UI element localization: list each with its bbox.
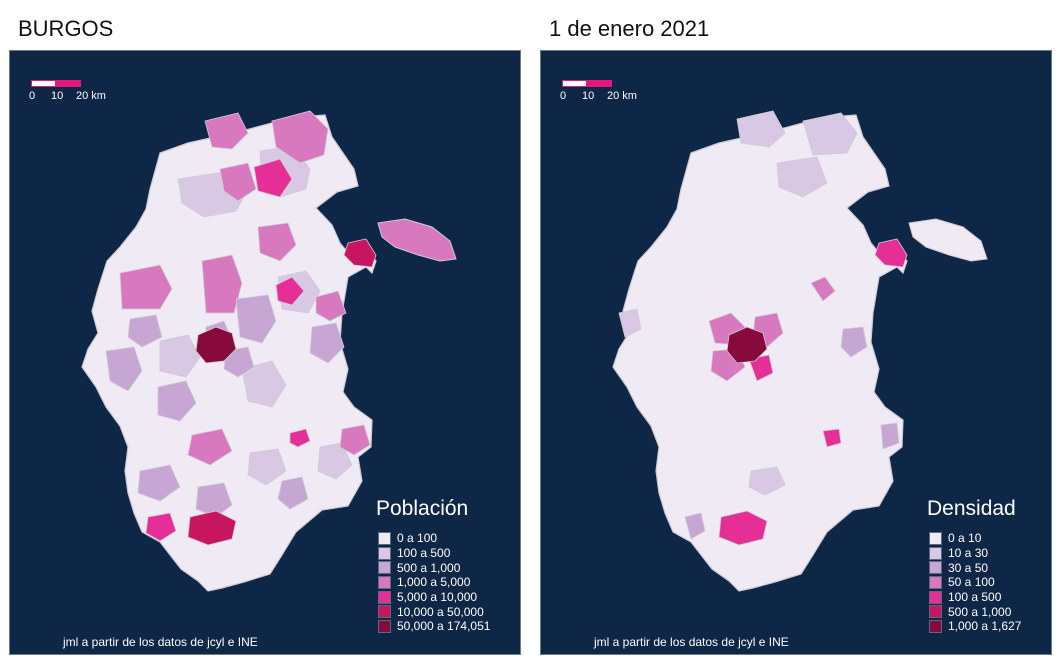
legend-item: 1,000 a 5,000 (378, 575, 490, 590)
left-map-title: BURGOS (18, 16, 114, 41)
legend-swatch (378, 590, 391, 604)
legend-swatch (929, 590, 942, 604)
right-map-title: 1 de enero 2021 (549, 16, 710, 41)
scale-label-end: 20 km (76, 90, 106, 102)
legend-label: 10 a 30 (948, 546, 989, 561)
legend-item: 0 a 100 (378, 531, 490, 546)
scale-segment-pink (587, 80, 612, 87)
burgos-city-region (195, 326, 237, 364)
miranda-region (874, 238, 908, 268)
density-legend: Densidad 0 a 10 10 a 30 30 a 50 50 a 100… (927, 497, 1021, 634)
miranda-region (343, 238, 377, 268)
briviesca-region (810, 276, 836, 302)
scale-label-zero: 0 (29, 90, 36, 102)
legend-title: Densidad (927, 497, 1016, 520)
legend-label: 5,000 a 10,000 (397, 590, 478, 605)
legend-item: 100 a 500 (929, 590, 1021, 605)
legend-label: 500 a 1,000 (397, 560, 461, 575)
legend-label: 0 a 10 (948, 531, 982, 546)
legend-label: 10,000 a 50,000 (397, 604, 484, 619)
legend-swatch (929, 546, 942, 560)
briviesca-region (275, 276, 305, 306)
legend-item: 10,000 a 50,000 (378, 604, 490, 619)
legend-swatch (929, 605, 942, 619)
legend-item: 50 a 100 (929, 575, 1021, 590)
density-map-panel: 0 10 20 km Densidad 0 a 10 10 a 30 30 a … (540, 50, 1052, 655)
scale-label-end: 20 km (607, 90, 637, 102)
legend-item: 500 a 1,000 (929, 604, 1021, 619)
scale-segment-pink (56, 80, 81, 87)
legend-label: 30 a 50 (948, 560, 989, 575)
legend-swatch (378, 546, 391, 560)
legend-label: 100 a 500 (397, 546, 451, 561)
legend-swatch (929, 619, 942, 633)
legend-swatch (378, 619, 391, 633)
scale-segment-white (31, 80, 56, 87)
scale-segment-white (562, 80, 587, 87)
legend-title: Población (376, 497, 469, 520)
legend-swatch (929, 575, 942, 589)
legend-item: 5,000 a 10,000 (378, 590, 490, 605)
scale-label-mid: 10 (51, 90, 64, 102)
legend-item: 50,000 a 174,051 (378, 619, 490, 634)
legend-swatch (929, 531, 942, 545)
population-map (81, 110, 457, 592)
legend-swatch (378, 575, 391, 589)
legend-item: 500 a 1,000 (378, 560, 490, 575)
largest-municipalities (187, 238, 377, 546)
scale-label-zero: 0 (560, 90, 567, 102)
legend-item: 0 a 10 (929, 531, 1021, 546)
aranda-region (718, 510, 768, 546)
legend-item: 1,000 a 1,627 (929, 619, 1021, 634)
legend-swatch (378, 605, 391, 619)
legend-item: 10 a 30 (929, 546, 1021, 561)
legend-label: 500 a 1,000 (948, 604, 1012, 619)
legend-item: 30 a 50 (929, 560, 1021, 575)
legend-label: 1,000 a 5,000 (397, 575, 471, 590)
density-map (612, 110, 988, 592)
legend-label: 0 a 100 (397, 531, 438, 546)
credit-text: jml a partir de los datos de jcyl e INE (63, 635, 258, 649)
legend-label: 50 a 100 (948, 575, 995, 590)
legend-swatch (378, 531, 391, 545)
scale-bar: 0 10 20 km (29, 80, 106, 102)
legend-label: 50,000 a 174,051 (397, 619, 491, 634)
population-map-panel: 0 10 20 km Población 0 a 100 100 a 500 5… (9, 50, 521, 655)
burgos-city-region (726, 326, 768, 364)
legend-swatch (929, 561, 942, 575)
legend-item: 100 a 500 (378, 546, 490, 561)
legend-swatch (378, 561, 391, 575)
small-enclave-region (289, 428, 311, 448)
legend-label: 1,000 a 1,627 (948, 619, 1022, 634)
population-legend: Población 0 a 100 100 a 500 500 a 1,000 … (376, 497, 490, 634)
scale-label-mid: 10 (582, 90, 595, 102)
aranda-region (187, 510, 237, 546)
credit-text: jml a partir de los datos de jcyl e INE (594, 635, 789, 649)
legend-label: 100 a 500 (948, 590, 1002, 605)
densest-municipalities (718, 238, 908, 546)
scale-bar: 0 10 20 km (560, 80, 637, 102)
